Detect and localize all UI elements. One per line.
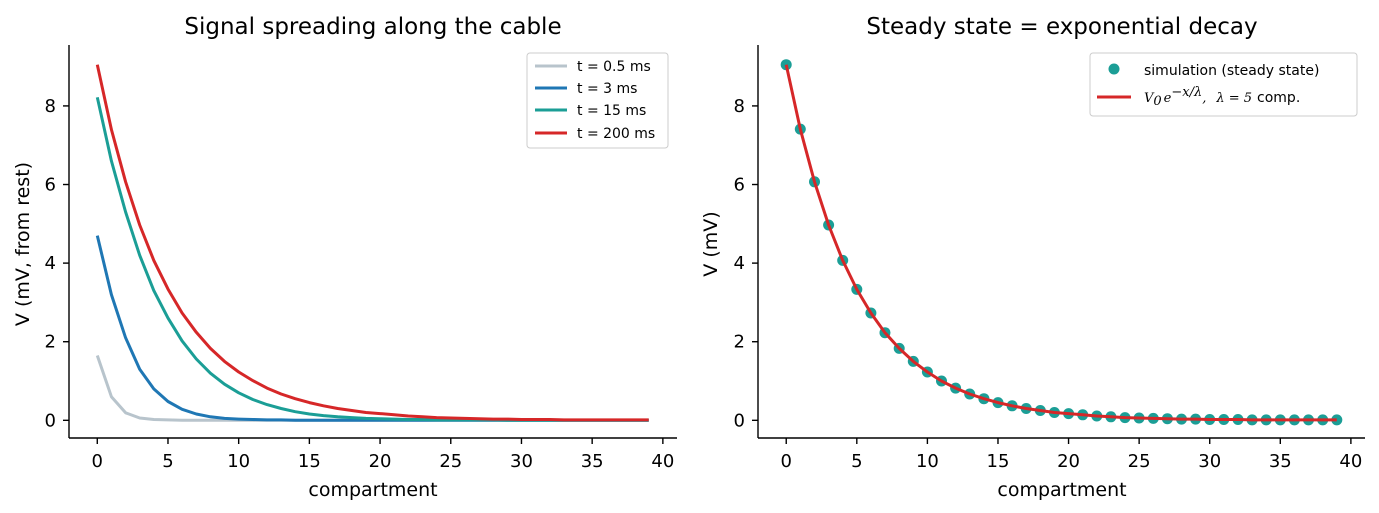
legend-marker-0 [1108, 63, 1120, 75]
legend-box [526, 52, 669, 149]
x-tick-label: 0 [781, 451, 792, 472]
y-tick-label: 4 [734, 253, 745, 274]
series-line-3 [95, 64, 649, 422]
x-tick-label: 35 [1269, 451, 1292, 472]
y-tick-label: 0 [45, 410, 56, 431]
axis-ticks: 0 5 10 15 20 25 30 35 40 0 2 4 6 8 [734, 96, 1363, 472]
x-axis-label: compartment [997, 479, 1126, 501]
legend-box [1089, 52, 1358, 117]
legend-label-3: t = 200 ms [577, 126, 655, 142]
x-tick-label: 30 [510, 451, 533, 472]
chart-signal-spreading: Signal spreading along the cable compart… [12, 14, 677, 501]
series-line-1 [784, 64, 1337, 422]
x-tick-label: 0 [92, 451, 103, 472]
x-tick-label: 25 [439, 451, 462, 472]
y-axis-label: V (mV, from rest) [12, 162, 34, 326]
axis-ticks: 0 5 10 15 20 25 30 35 40 0 2 4 6 8 [45, 96, 675, 472]
series-line-1 [95, 235, 649, 422]
x-tick-label: 15 [987, 451, 1010, 472]
x-tick-label: 30 [1198, 451, 1221, 472]
x-tick-label: 20 [369, 451, 392, 472]
series-line-0 [95, 355, 649, 422]
x-tick-label: 15 [298, 451, 321, 472]
y-tick-label: 8 [734, 96, 745, 117]
y-tick-label: 6 [734, 175, 745, 196]
chart-steady-state: Steady state = exponential decay compart… [700, 14, 1365, 501]
x-tick-label: 35 [581, 451, 604, 472]
y-tick-label: 6 [45, 175, 56, 196]
x-tick-label: 20 [1057, 451, 1080, 472]
y-tick-label: 2 [734, 332, 745, 353]
x-axis-label: compartment [308, 479, 437, 501]
chart-title: Signal spreading along the cable [184, 14, 561, 40]
y-axis-label: V (mV) [700, 211, 722, 276]
plot-area [780, 59, 1343, 426]
y-tick-label: 8 [45, 96, 56, 117]
x-tick-label: 5 [162, 451, 173, 472]
x-tick-label: 25 [1128, 451, 1151, 472]
chart-title: Steady state = exponential decay [866, 14, 1257, 40]
x-tick-label: 10 [916, 451, 939, 472]
x-tick-label: 5 [851, 451, 862, 472]
plot-area [95, 64, 649, 422]
legend: t = 0.5 ms t = 3 ms t = 15 ms t = 200 ms [526, 52, 669, 149]
y-tick-label: 4 [45, 253, 56, 274]
x-tick-label: 40 [1339, 451, 1362, 472]
legend-label-0: t = 0.5 ms [577, 59, 651, 75]
legend-label-2: t = 15 ms [577, 103, 646, 119]
y-tick-label: 0 [734, 410, 745, 431]
x-tick-label: 40 [651, 451, 674, 472]
legend-label-1: V0 e−x/λ, λ = 5 comp. [1144, 85, 1300, 109]
x-tick-label: 10 [227, 451, 250, 472]
y-tick-label: 2 [45, 332, 56, 353]
legend-label-0: simulation (steady state) [1144, 63, 1319, 79]
legend-label-1: t = 3 ms [577, 81, 637, 97]
